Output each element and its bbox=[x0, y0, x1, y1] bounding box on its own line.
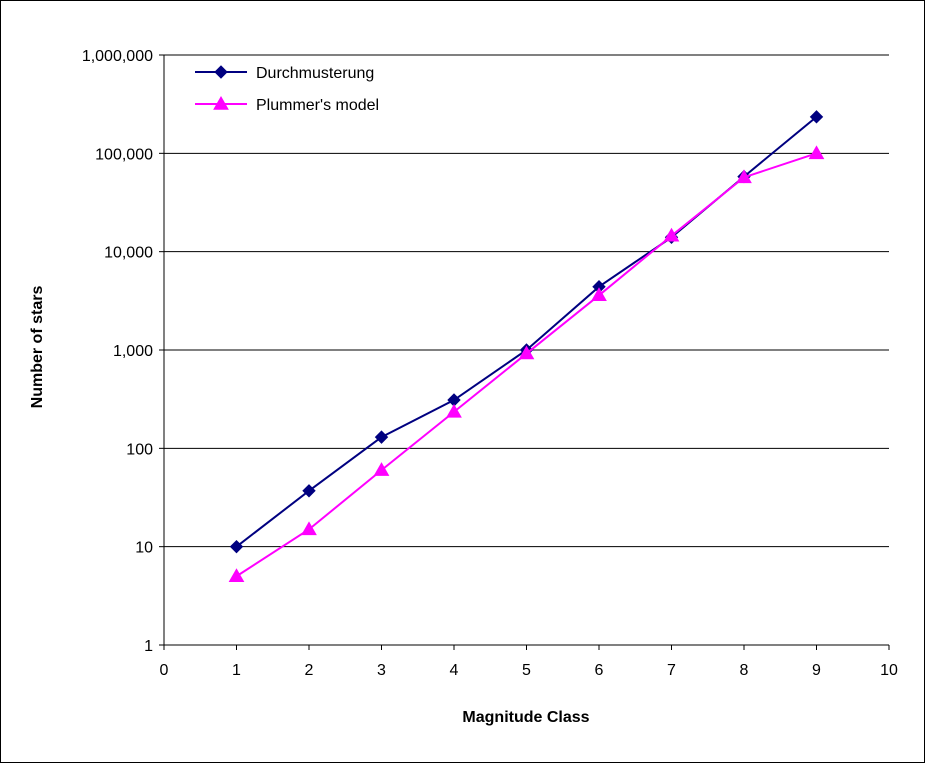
x-axis-ticks: 0 1 2 3 4 5 6 7 8 9 10 bbox=[160, 645, 898, 679]
triangle-marker bbox=[301, 521, 317, 536]
legend-label: Durchmusterung bbox=[256, 65, 374, 82]
x-tick-label: 5 bbox=[522, 662, 531, 679]
x-tick-label: 10 bbox=[880, 662, 898, 679]
diamond-marker bbox=[229, 539, 244, 554]
series-line bbox=[235, 116, 818, 548]
triangle-marker bbox=[373, 462, 390, 476]
series-1 bbox=[228, 145, 825, 583]
legend: Durchmusterung Plummer's model bbox=[195, 65, 379, 114]
diamond-marker bbox=[374, 430, 389, 444]
triangle-marker bbox=[213, 95, 229, 110]
y-tick-label: 1 bbox=[144, 638, 153, 655]
triangle-marker bbox=[446, 403, 462, 418]
diamond-marker bbox=[302, 484, 316, 498]
y-tick-label: 1,000 bbox=[113, 343, 153, 360]
x-tick-label: 3 bbox=[377, 662, 386, 679]
series-line bbox=[235, 152, 817, 578]
y-tick-label: 100 bbox=[126, 441, 153, 458]
gridlines bbox=[164, 54, 889, 548]
triangle-marker bbox=[228, 568, 245, 583]
x-tick-label: 6 bbox=[595, 662, 604, 679]
x-tick-label: 0 bbox=[160, 662, 169, 679]
series-0 bbox=[229, 110, 824, 554]
triangle-marker bbox=[736, 169, 752, 184]
legend-item-1: Plummer's model bbox=[195, 95, 379, 114]
diamond-marker bbox=[214, 65, 228, 79]
legend-label: Plummer's model bbox=[256, 97, 379, 114]
triangle-marker bbox=[591, 287, 607, 302]
y-tick-label: 1,000,000 bbox=[82, 48, 153, 65]
x-tick-label: 9 bbox=[812, 662, 821, 679]
series-layer bbox=[228, 110, 825, 583]
x-tick-label: 4 bbox=[450, 662, 459, 679]
x-tick-label: 1 bbox=[232, 662, 241, 679]
triangle-marker bbox=[518, 345, 535, 360]
x-tick-label: 8 bbox=[740, 662, 749, 679]
x-tick-label: 7 bbox=[667, 662, 676, 679]
legend-item-0: Durchmusterung bbox=[195, 65, 374, 82]
x-tick-label: 2 bbox=[305, 662, 314, 679]
y-tick-label: 10 bbox=[135, 540, 153, 557]
diamond-marker bbox=[809, 110, 824, 124]
y-axis-ticks: 1 10 100 1,000 10,000 100,000 1,000,000 bbox=[82, 48, 164, 655]
y-tick-label: 100,000 bbox=[95, 146, 153, 163]
triangle-marker bbox=[663, 227, 680, 242]
y-tick-label: 10,000 bbox=[104, 245, 153, 262]
y-axis-title: Number of stars bbox=[29, 286, 46, 409]
triangle-marker bbox=[808, 145, 825, 160]
x-axis-title: Magnitude Class bbox=[462, 709, 589, 726]
